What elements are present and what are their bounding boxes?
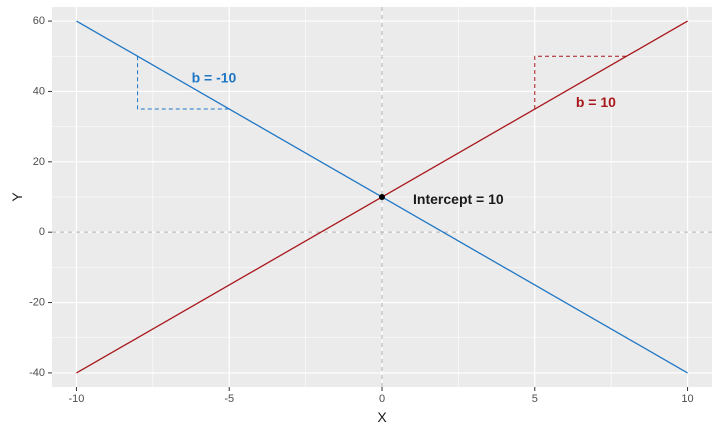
y-tick-label: 0 bbox=[39, 226, 45, 238]
x-tick-label: -5 bbox=[224, 393, 234, 405]
x-axis-ticks: -10 -5 0 5 10 bbox=[68, 387, 694, 405]
slope-guide-1 bbox=[137, 56, 230, 110]
y-tick-label: 60 bbox=[33, 15, 45, 27]
x-tick-label: 10 bbox=[681, 393, 693, 405]
x-axis-title: X bbox=[377, 409, 387, 425]
x-tick-label: -10 bbox=[68, 393, 84, 405]
y-tick-label: 40 bbox=[33, 85, 45, 97]
annotation-3: Intercept = 10 bbox=[413, 191, 504, 207]
y-tick-label: -20 bbox=[29, 297, 45, 309]
y-tick-label: -40 bbox=[29, 367, 45, 379]
intercept-point bbox=[379, 194, 385, 200]
y-axis-ticks: -40 -20 0 20 40 60 bbox=[29, 15, 52, 379]
x-tick-label: 0 bbox=[379, 393, 385, 405]
grid-major bbox=[52, 7, 712, 387]
intercept-point-group bbox=[379, 194, 385, 200]
slope-guide-2 bbox=[534, 55, 627, 110]
annotation-2: b = 10 bbox=[576, 94, 616, 110]
slope-guides bbox=[137, 55, 627, 110]
annotations: b = -10 b = 10 Intercept = 10 bbox=[192, 69, 617, 206]
y-tick-label: 20 bbox=[33, 156, 45, 168]
x-tick-label: 5 bbox=[532, 393, 538, 405]
y-axis-title: Y bbox=[9, 192, 25, 202]
annotation-1: b = -10 bbox=[192, 69, 237, 85]
reference-lines bbox=[52, 7, 712, 387]
